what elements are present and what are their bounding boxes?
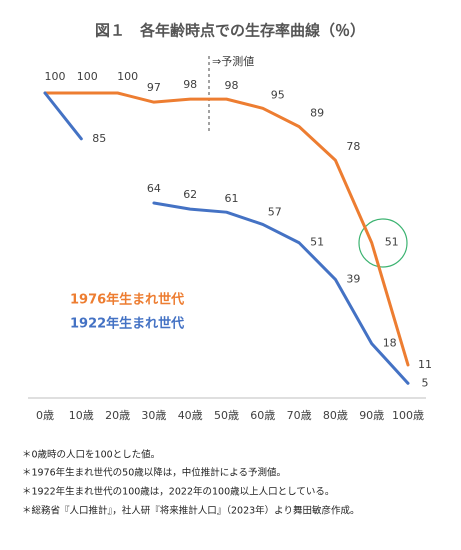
note: ＊総務省『人口推計』，社人研『将来推計人口』（2023年）より舞田敏彦作成。 — [22, 505, 360, 517]
data-label: 98 — [183, 78, 197, 91]
x-tick-label: 40歳 — [178, 409, 203, 422]
data-label: 100 — [77, 70, 98, 83]
x-tick-label: 90歳 — [359, 409, 384, 422]
note: ＊1922年生まれ世代の100歳は，2022年の100歳以上人口としている。 — [22, 486, 334, 498]
data-label: 51 — [310, 236, 324, 249]
data-label: 100 — [117, 70, 138, 83]
note: ＊0歳時の人口を100とした値。 — [22, 449, 160, 461]
data-label: 98 — [225, 79, 239, 92]
chart-title: 図１ 各年齢時点での生存率曲線（％） — [95, 22, 365, 40]
data-label: 62 — [183, 188, 197, 201]
data-label: 95 — [271, 88, 285, 101]
x-tick-label: 60歳 — [250, 409, 275, 422]
legend-label: 1922年生まれ世代 — [70, 316, 184, 332]
x-tick-label: 20歳 — [105, 409, 130, 422]
note: ＊1976年生まれ世代の50歳以降は，中位推計による予測値。 — [22, 467, 286, 479]
data-label: 61 — [225, 192, 239, 205]
data-label: 11 — [418, 358, 432, 371]
x-tick-label: 80歳 — [323, 409, 348, 422]
data-label: 39 — [346, 272, 360, 285]
x-tick-label: 100歳 — [392, 409, 424, 422]
data-label: 18 — [383, 337, 397, 350]
x-tick-label: 0歳 — [36, 409, 54, 422]
data-label: 64 — [147, 182, 161, 195]
series-line — [152, 201, 410, 385]
series-line — [43, 91, 410, 367]
series-line — [43, 91, 83, 141]
data-label: 97 — [147, 81, 161, 94]
x-tick-label: 10歳 — [69, 409, 94, 422]
legend-label: 1976年生まれ世代 — [70, 292, 184, 308]
data-label: 85 — [92, 132, 106, 145]
data-label: 78 — [346, 140, 360, 153]
x-tick-label: 70歳 — [287, 409, 312, 422]
data-label: 5 — [422, 376, 429, 389]
x-tick-label: 30歳 — [141, 409, 166, 422]
annotation: ⇒予測値 — [212, 54, 254, 68]
data-label: 89 — [310, 107, 324, 120]
data-label: 51 — [385, 236, 399, 249]
highlight-circle — [358, 218, 408, 268]
data-label: 100 — [45, 70, 66, 83]
data-label: 57 — [268, 205, 282, 218]
x-tick-label: 50歳 — [214, 409, 239, 422]
